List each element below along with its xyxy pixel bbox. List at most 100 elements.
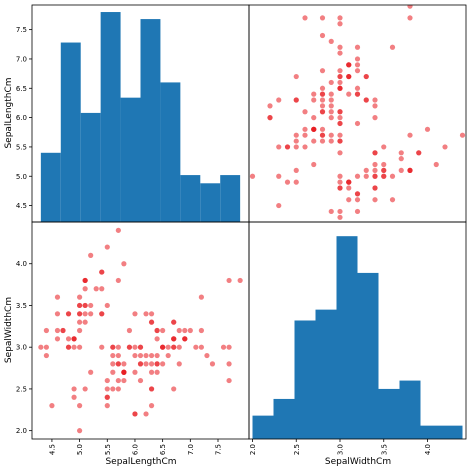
scatter-point [143,411,149,417]
histogram-bar [60,42,81,222]
scatter-point [226,377,232,384]
scatter-point [249,173,256,179]
scatter-point [319,91,326,97]
scatter-point [354,173,361,179]
scatter-point [302,144,308,150]
scatter-point [293,138,299,144]
scatter-point [88,311,94,317]
panel-scatter-length-vs-width-bottom [31,221,250,440]
scatter-point [293,167,299,173]
scatter-point [93,286,99,292]
y-tick-label: 7.0 [16,55,27,63]
scatter-point [154,369,160,375]
scatter-point [160,361,166,367]
histogram-bar [378,388,400,439]
scatter-point [346,185,352,191]
scatter-point [77,319,83,325]
scatter-point [121,361,127,367]
scatter-point [193,344,199,350]
x-tick-label: 3.0 [337,444,345,455]
scatter-point [132,344,138,350]
scatter-point [198,294,204,300]
histogram-bar [357,272,379,439]
scatter-point [337,15,343,21]
scatter-point [237,277,243,284]
scatter-point [337,79,343,86]
scatter-point [346,73,352,80]
scatter-point [276,202,282,209]
histogram-bar [336,236,358,439]
scatter-point [354,120,361,127]
y-tick-label: 4.5 [16,202,27,210]
scatter-point [407,167,413,173]
scatter-point [328,115,334,121]
scatter-point [319,97,326,103]
scatter-point [293,97,299,103]
histogram-bar [252,415,274,439]
scatter-point [110,361,116,367]
scatter-point [302,132,308,138]
histogram-bar [80,112,101,222]
histogram-bar [120,97,141,222]
scatter-point [337,214,343,220]
scatter-point [319,109,326,115]
scatter-point [115,361,121,367]
scatter-point [363,173,369,179]
x-axis-label-sepal-length: SepalLengthCm [105,457,176,467]
scatter-point [337,44,343,50]
scatter-point [104,403,110,409]
scatter-point [319,15,326,21]
scatter-point [381,167,387,173]
scatter-point [82,319,88,325]
scatter-point [71,336,77,342]
scatter-point [148,403,155,409]
scatter-point [319,138,326,144]
scatter-point [182,336,188,342]
scatter-point [354,85,361,91]
scatter-point [346,197,352,203]
histogram-bar [40,152,61,222]
scatter-point [311,138,317,144]
scatter-point [337,132,343,138]
scatter-point [71,386,77,392]
scatter-point [319,32,326,39]
scatter-point [337,68,343,74]
scatter-point [354,62,361,68]
scatter-point [132,311,138,317]
scatter-point [319,103,326,109]
scatter-point [176,361,182,367]
scatter-point [104,386,110,392]
scatter-point [115,344,121,350]
histogram-bar [220,175,241,222]
scatter-point [226,361,232,367]
y-tick-label: 3.0 [16,344,27,352]
scatter-point [311,126,317,132]
scatter-point [311,97,317,103]
scatter-point [407,15,413,21]
scatter-point [209,361,216,367]
ticks-layer: 4.5 5.0 5.5 6.0 6.5 7.0 7.5 2.0 2.5 3.0 3.5 4.0 4.5 5… [16,26,432,455]
scatter-point [276,97,282,103]
scatter-point [82,302,88,309]
scatter-point [137,344,144,350]
scatter-point [398,150,404,156]
scatter-point [319,132,326,138]
scatter-point [65,336,72,342]
scatter-point [104,302,110,309]
scatter-point [187,327,193,334]
panel-frame [248,4,467,223]
scatter-point [121,369,127,375]
scatter-point [132,411,138,417]
scatter-point [148,352,155,359]
scatter-point [148,361,155,367]
scatter-point [104,394,110,400]
scatter-point [71,344,77,350]
scatter-point [337,185,343,191]
scatter-point [328,38,334,44]
panel-hist-sepal-length [31,4,250,223]
scatter-point [372,97,378,103]
scatter-point [389,197,396,203]
scatter-point [126,327,133,334]
scatter-point [71,394,77,400]
scatter-point [198,344,204,350]
